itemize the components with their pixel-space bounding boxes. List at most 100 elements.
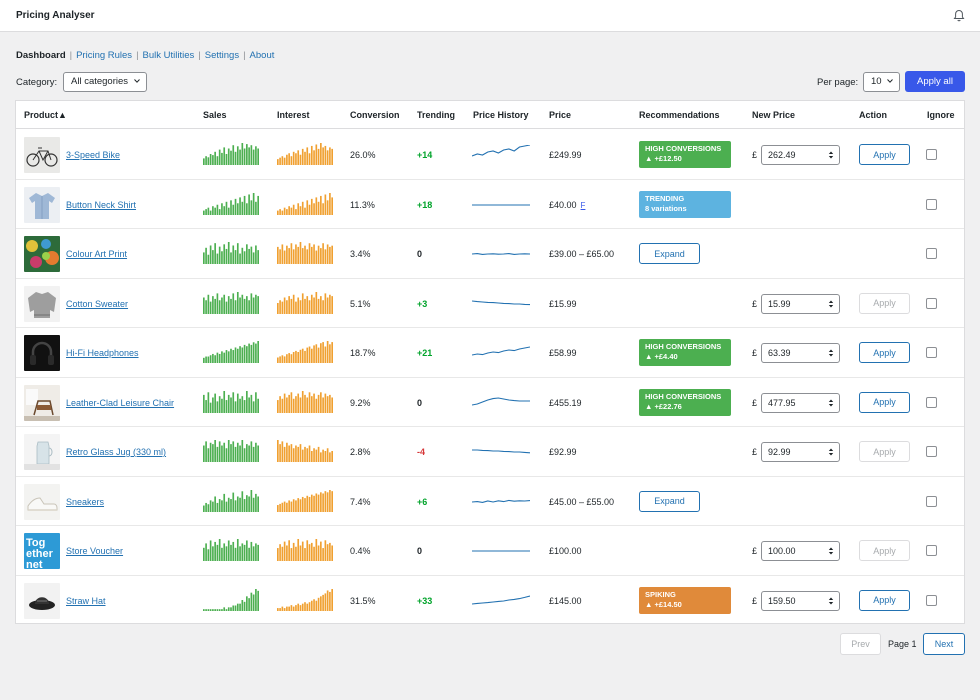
- interest-bar: [310, 395, 313, 413]
- nav-item-about[interactable]: About: [249, 50, 275, 61]
- ignore-checkbox[interactable]: [926, 248, 937, 259]
- product-name-link[interactable]: Button Neck Shirt: [66, 199, 137, 210]
- expand-button[interactable]: Expand: [639, 490, 700, 512]
- interest-bar: [301, 201, 304, 215]
- sales-bar: [236, 442, 239, 462]
- product-name-link[interactable]: Straw Hat: [66, 595, 106, 606]
- ignore-checkbox[interactable]: [926, 347, 937, 358]
- nav-item-pricing-rules[interactable]: Pricing Rules: [76, 50, 133, 61]
- product-name-link[interactable]: Store Voucher: [66, 546, 124, 556]
- bell-icon[interactable]: [953, 9, 965, 22]
- interest-bar: [297, 150, 300, 165]
- new-price-input[interactable]: 477.95: [761, 392, 840, 413]
- sales-bar: [212, 205, 214, 215]
- trending-value: +3: [417, 298, 428, 309]
- product-name-link[interactable]: Leather-Clad Leisure Chair: [66, 397, 175, 408]
- interest-bar: [299, 396, 302, 413]
- new-price-value: 92.99: [768, 447, 791, 457]
- new-price-input[interactable]: 92.99: [761, 442, 840, 462]
- new-price-input[interactable]: 15.99: [761, 293, 840, 314]
- sales-bar: [221, 297, 223, 314]
- interest-bar: [279, 607, 281, 611]
- interest-bar: [331, 342, 333, 363]
- apply-button[interactable]: Apply: [859, 292, 910, 314]
- prev-page-button[interactable]: Prev: [840, 633, 881, 655]
- apply-button[interactable]: Apply: [859, 540, 910, 561]
- apply-button[interactable]: Apply: [859, 391, 910, 413]
- sales-bar: [225, 154, 228, 165]
- sales-bar: [223, 352, 226, 363]
- per-page-select[interactable]: 10: [863, 72, 900, 92]
- category-select[interactable]: All categories: [63, 72, 147, 92]
- price-value: £45.00 – £55.00: [549, 496, 615, 507]
- interest-bar: [322, 548, 324, 561]
- nav-item-dashboard[interactable]: Dashboard: [16, 50, 66, 61]
- product-name-link[interactable]: Sneakers: [66, 496, 105, 507]
- interest-bar: [299, 545, 302, 561]
- sales-bar: [248, 597, 250, 611]
- ignore-checkbox[interactable]: [926, 495, 937, 507]
- nav-item-settings[interactable]: Settings: [204, 50, 240, 61]
- next-page-button[interactable]: Next: [923, 633, 965, 655]
- apply-button[interactable]: Apply: [859, 144, 910, 165]
- sales-bar: [227, 394, 230, 413]
- interest-bar: [281, 156, 284, 165]
- sales-bar: [239, 603, 241, 611]
- new-price-input[interactable]: 159.50: [761, 590, 840, 611]
- sales-bar: [255, 442, 257, 462]
- new-price-value: 100.00: [768, 546, 796, 556]
- interest-bar: [290, 354, 293, 363]
- interest-bar: [310, 145, 313, 165]
- interest-chart: [277, 390, 333, 413]
- sales-bar: [234, 347, 237, 363]
- app-title: Pricing Analyser: [16, 10, 95, 21]
- interest-bar: [326, 448, 329, 462]
- ignore-checkbox[interactable]: [926, 198, 937, 210]
- ignore-checkbox[interactable]: [926, 594, 937, 606]
- interest-bar: [315, 539, 318, 561]
- price-flag-link[interactable]: F: [580, 200, 586, 210]
- ignore-checkbox[interactable]: [926, 396, 937, 408]
- table-row: 3-Speed Bike 26.0% +14 £249.99 HIGH CONVERSI…: [16, 130, 964, 180]
- apply-all-button[interactable]: Apply all: [905, 71, 965, 92]
- sales-bar: [225, 301, 228, 314]
- apply-button[interactable]: Apply: [859, 441, 910, 462]
- ignore-checkbox[interactable]: [926, 545, 937, 556]
- product-name-link[interactable]: 3-Speed Bike: [66, 150, 121, 160]
- product-name-link[interactable]: Cotton Sweater: [66, 298, 129, 309]
- expand-button[interactable]: Expand: [639, 243, 700, 264]
- sales-bar: [227, 497, 230, 512]
- sales-bar: [241, 143, 244, 165]
- ignore-checkbox[interactable]: [926, 149, 937, 160]
- nav-item-bulk-utilities[interactable]: Bulk Utilities: [142, 50, 195, 61]
- product-name-link[interactable]: Hi-Fi Headphones: [66, 348, 139, 358]
- new-price-input[interactable]: 63.39: [761, 343, 840, 363]
- chevron-down-icon: [134, 79, 140, 83]
- sales-bar: [218, 208, 221, 215]
- trending-value: 0: [417, 249, 423, 259]
- apply-button[interactable]: Apply: [859, 342, 910, 363]
- sales-bar: [214, 440, 216, 462]
- product-name-link[interactable]: Colour Art Print: [66, 249, 128, 259]
- sales-bar: [221, 445, 223, 462]
- sales-bar: [230, 348, 232, 363]
- sales-bar: [212, 295, 214, 314]
- ignore-checkbox[interactable]: [926, 297, 937, 309]
- interest-bar: [324, 249, 327, 264]
- sales-bar: [257, 295, 259, 314]
- sales-bar: [205, 299, 207, 314]
- sales-bar: [227, 207, 230, 215]
- per-page-label: Per page:: [817, 77, 859, 88]
- price-history-sparkline: [472, 299, 530, 305]
- sales-bar: [239, 253, 241, 264]
- new-price-input[interactable]: 100.00: [761, 541, 840, 561]
- ignore-checkbox[interactable]: [926, 446, 937, 457]
- product-thumbnail: [24, 582, 60, 619]
- price-history-sparkline: [472, 594, 530, 605]
- interest-bar: [286, 545, 288, 561]
- interest-bar: [290, 298, 293, 314]
- product-name-link[interactable]: Retro Glass Jug (330 ml): [66, 447, 167, 457]
- new-price-input[interactable]: 262.49: [761, 145, 840, 165]
- header-product[interactable]: Product▲: [24, 110, 67, 120]
- apply-button[interactable]: Apply: [859, 589, 910, 611]
